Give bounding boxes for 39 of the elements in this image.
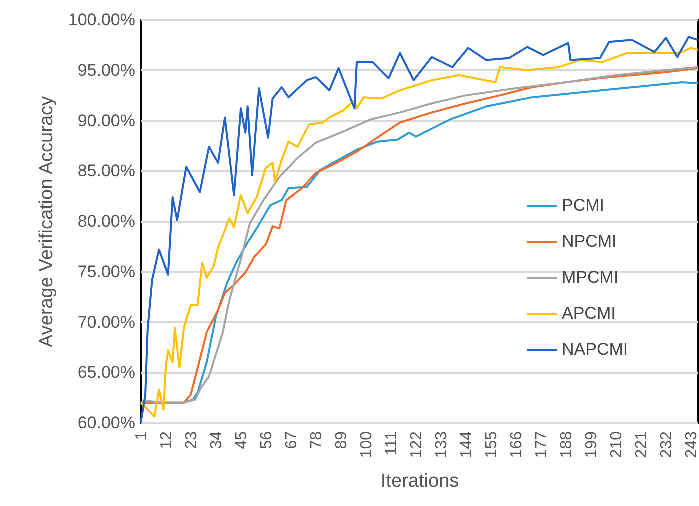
x-tick-label: 34 [208,431,226,450]
x-tick-label: 56 [258,431,276,450]
legend-label: MPCMI [562,268,619,287]
x-tick-label: 199 [584,431,601,458]
y-tick-label: 85.00% [78,162,136,181]
x-tick-label: 221 [634,431,651,458]
x-tick-label: 210 [608,431,626,458]
y-axis-title: Average Verification Accuracy [36,96,58,348]
x-tick-label: 89 [334,431,351,450]
x-tick-label: 67 [284,431,301,450]
x-tick-label: 188 [558,431,576,458]
x-tick-label: 100 [358,431,376,458]
legend-label: PCMI [562,196,604,215]
y-tick-label: 90.00% [78,111,136,130]
x-tick-label: 144 [458,431,476,458]
legend-label: NPCMI [562,232,617,251]
legend-label: NAPCMI [562,340,628,359]
legend-label: APCMI [562,304,616,323]
x-tick-label: 243 [684,431,699,458]
y-tick-label: 60.00% [78,414,136,432]
y-tick-label: 65.00% [78,363,136,382]
x-tick-label: 133 [434,431,451,458]
y-tick-label: 75.00% [78,262,136,282]
x-tick-label: 12 [158,431,176,450]
x-tick-label: 111 [384,431,401,456]
x-tick-label: 23 [184,431,201,450]
x-tick-label: 122 [408,431,426,458]
y-tick-label: 100.00% [68,10,136,30]
x-tick-label: 232 [658,431,676,458]
x-tick-label: 1 [134,431,150,440]
x-tick-label: 166 [508,431,526,458]
x-tick-label: 45 [234,431,251,450]
y-tick-label: 80.00% [78,212,136,231]
y-tick-label: 95.00% [78,60,136,80]
x-axis-title: Iterations [380,471,460,492]
x-tick-label: 78 [308,431,326,450]
x-tick-label: 155 [484,431,501,458]
x-tick-label: 177 [534,431,551,458]
y-tick-label: 70.00% [78,312,136,332]
